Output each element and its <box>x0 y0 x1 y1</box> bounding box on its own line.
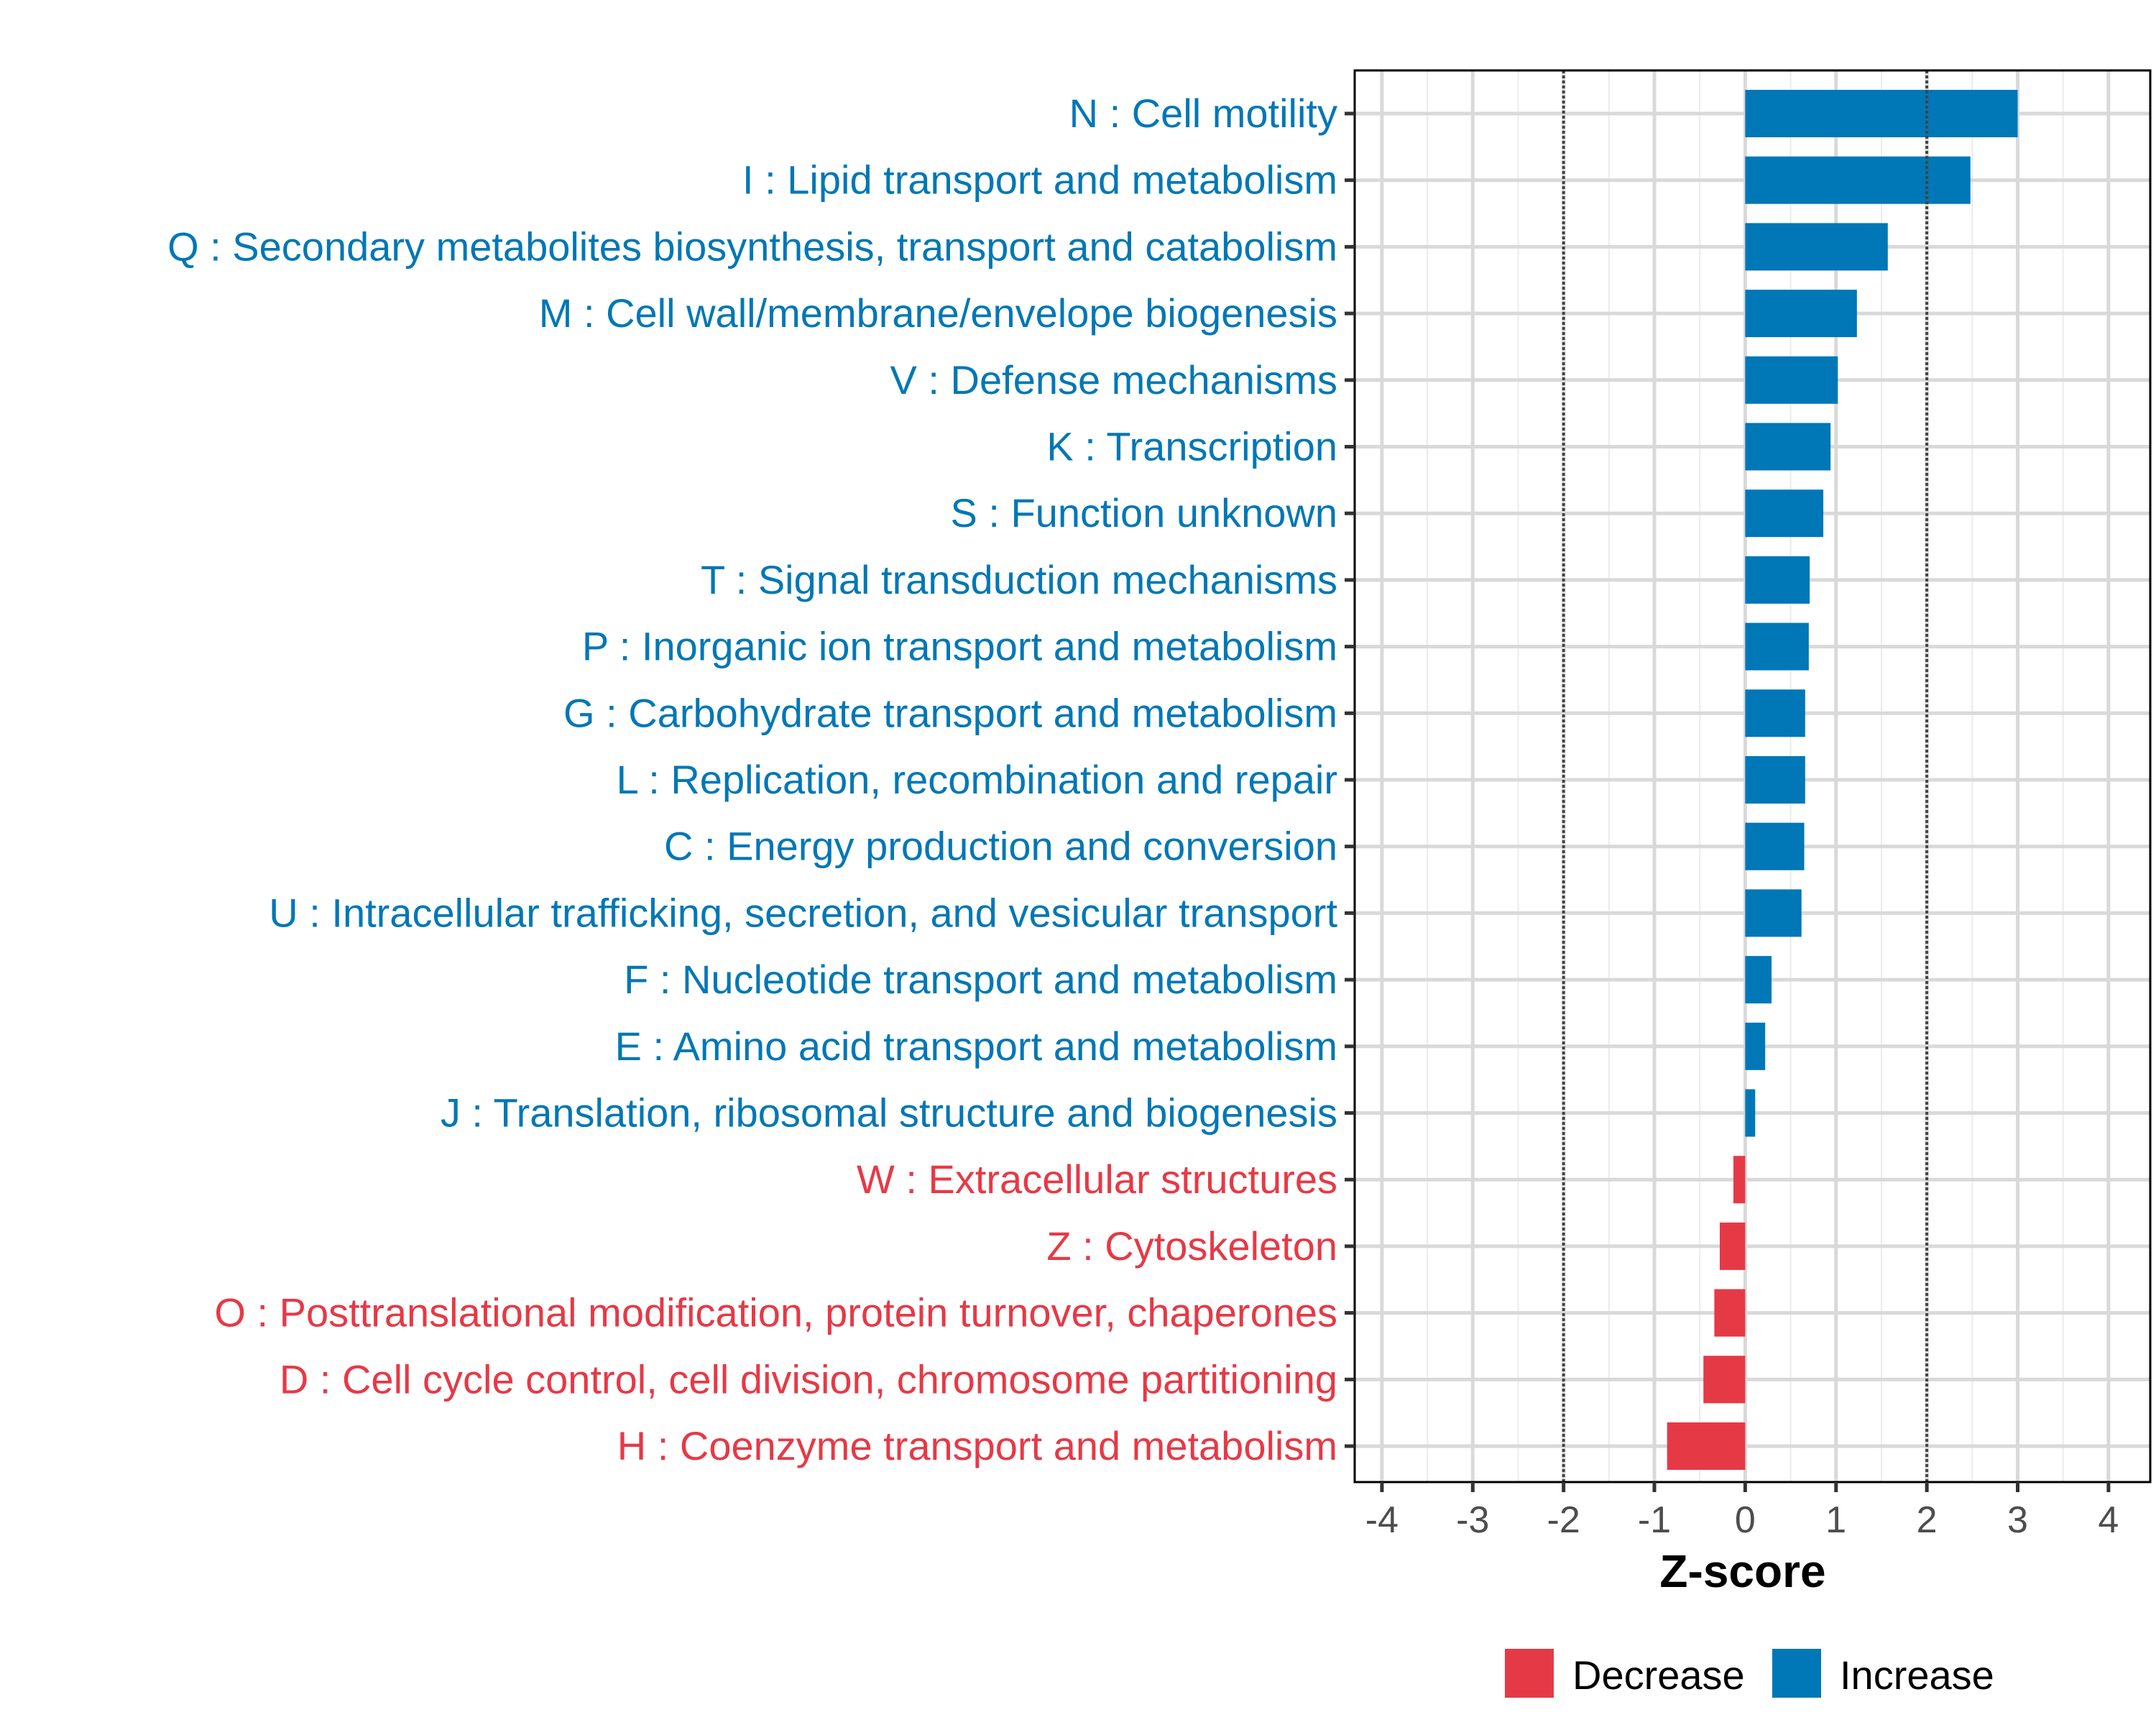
bar <box>1745 356 1838 404</box>
y-axis-label: I : Lipid transport and metabolism <box>742 157 1337 203</box>
y-axis-label: N : Cell motility <box>1069 91 1337 136</box>
y-axis-labels: N : Cell motility I : Lipid transport and… <box>167 91 1355 1468</box>
bar <box>1745 622 1809 671</box>
x-tick-label: 3 <box>2007 1499 2028 1541</box>
legend: Decrease Increase <box>1505 1649 1994 1698</box>
x-tick-label: 2 <box>1917 1499 1938 1541</box>
x-tick-label: 1 <box>1825 1499 1846 1541</box>
bar <box>1720 1222 1746 1270</box>
bar <box>1667 1422 1746 1470</box>
x-tick-label: 0 <box>1735 1499 1756 1541</box>
x-tick-label: -3 <box>1456 1499 1489 1541</box>
x-tick-label: 4 <box>2098 1499 2119 1541</box>
y-axis-label: T : Signal transduction mechanisms <box>701 557 1337 602</box>
bar <box>1745 489 1824 538</box>
bar <box>1714 1289 1746 1337</box>
y-axis-label: C : Energy production and conversion <box>664 824 1337 869</box>
legend-label: Increase <box>1840 1652 1994 1698</box>
bar <box>1745 156 1971 204</box>
y-axis-label: O : Posttranslational modification, prot… <box>214 1290 1337 1335</box>
x-axis-ticks: -4 -3 -2 -1 0 1 2 3 4 <box>1365 1482 2119 1541</box>
y-axis-label: F : Nucleotide transport and metabolism <box>624 957 1337 1002</box>
y-axis-label: J : Translation, ribosomal structure and… <box>441 1090 1337 1136</box>
bar <box>1745 223 1888 271</box>
y-axis-label: M : Cell wall/membrane/envelope biogenes… <box>539 290 1337 336</box>
bar <box>1745 756 1805 804</box>
bar <box>1745 689 1805 737</box>
x-tick-label: -1 <box>1638 1499 1671 1541</box>
legend-swatch <box>1772 1649 1821 1698</box>
bar <box>1703 1356 1746 1404</box>
y-axis-label: U : Intracellular trafficking, secretion… <box>269 890 1337 935</box>
y-axis-label: H : Coenzyme transport and metabolism <box>617 1423 1337 1468</box>
y-axis-label: W : Extracellular structures <box>857 1156 1337 1202</box>
y-axis-label: L : Replication, recombination and repai… <box>617 757 1337 802</box>
bar <box>1733 1156 1746 1204</box>
y-axis-label: P : Inorganic ion transport and metaboli… <box>582 624 1337 669</box>
x-tick-label: -2 <box>1547 1499 1580 1541</box>
bar <box>1745 556 1810 604</box>
y-axis-label: Q : Secondary metabolites biosynthesis, … <box>167 224 1337 269</box>
x-tick-label: -4 <box>1365 1499 1399 1541</box>
bar <box>1745 956 1772 1004</box>
legend-swatch <box>1505 1649 1554 1698</box>
bar <box>1745 1022 1766 1070</box>
legend-label: Decrease <box>1572 1652 1745 1698</box>
y-axis-label: K : Transcription <box>1046 424 1337 469</box>
bar <box>1745 822 1805 870</box>
y-axis-label: V : Defense mechanisms <box>890 357 1337 402</box>
bar <box>1745 1089 1756 1137</box>
panel-border <box>1353 69 2152 1484</box>
y-axis-label: S : Function unknown <box>950 490 1337 535</box>
x-axis-title: Z-score <box>1659 1545 1825 1597</box>
bar <box>1745 90 2018 137</box>
y-axis-label: E : Amino acid transport and metabolism <box>615 1024 1337 1069</box>
y-axis-label: G : Carbohydrate transport and metabolis… <box>563 690 1337 735</box>
bar <box>1745 290 1857 338</box>
reference-lines <box>1562 70 1929 1482</box>
bar <box>1745 889 1802 937</box>
bar <box>1745 423 1831 471</box>
y-axis-label: Z : Cytoskeleton <box>1046 1223 1337 1269</box>
y-axis-label: D : Cell cycle control, cell division, c… <box>280 1356 1337 1402</box>
bars-layer <box>1667 90 2018 1470</box>
